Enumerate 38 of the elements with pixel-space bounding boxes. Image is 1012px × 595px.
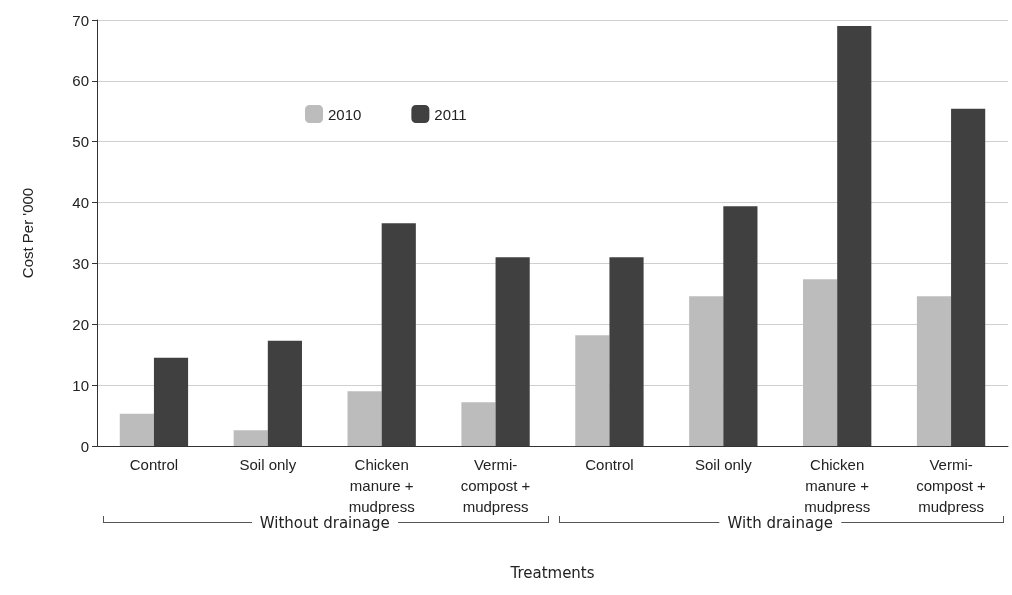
bar	[723, 206, 758, 446]
x-tick-label: Soil only	[694, 456, 753, 473]
y-tick-label: 50	[72, 133, 89, 151]
bar	[267, 340, 302, 446]
bar	[153, 357, 189, 446]
bar	[495, 257, 530, 446]
x-tick-label: Chicken manure + mudpress	[804, 456, 871, 515]
text: With drainage	[719, 514, 841, 532]
bar	[347, 391, 382, 446]
y-tick-label: 60	[72, 72, 89, 90]
y-tick-label: 10	[72, 376, 89, 394]
bar	[803, 279, 838, 446]
x-tick-label: Control	[585, 456, 634, 473]
y-tick-label: 20	[72, 315, 89, 333]
bar	[233, 430, 268, 446]
y-tick-label: 40	[72, 194, 89, 212]
bar	[609, 257, 644, 446]
x-tick-label: Vermi- compost + mudpress	[460, 456, 531, 515]
x-axis-title: Treatments	[510, 564, 595, 582]
bar	[461, 402, 496, 446]
x-tick-label: Control	[129, 456, 179, 473]
bar	[837, 26, 872, 446]
legend-label: 2010	[328, 105, 362, 123]
x-tick-label: Vermi- compost + mudpress	[916, 456, 987, 515]
bar	[575, 335, 610, 446]
y-tick-label: 70	[72, 11, 89, 29]
bar	[381, 223, 416, 446]
x-tick-label: Soil only	[239, 456, 297, 473]
legend-label: 2011	[434, 105, 467, 123]
bar	[951, 108, 986, 446]
text: Without drainage	[251, 514, 398, 532]
bar	[119, 413, 154, 446]
y-tick-label: 30	[72, 254, 89, 272]
bar	[916, 296, 952, 446]
y-tick-label: 0	[80, 437, 89, 455]
bar	[689, 296, 724, 446]
x-tick-label: Chicken manure + mudpress	[348, 456, 415, 515]
y-axis-title: Cost Per '000	[19, 187, 36, 279]
